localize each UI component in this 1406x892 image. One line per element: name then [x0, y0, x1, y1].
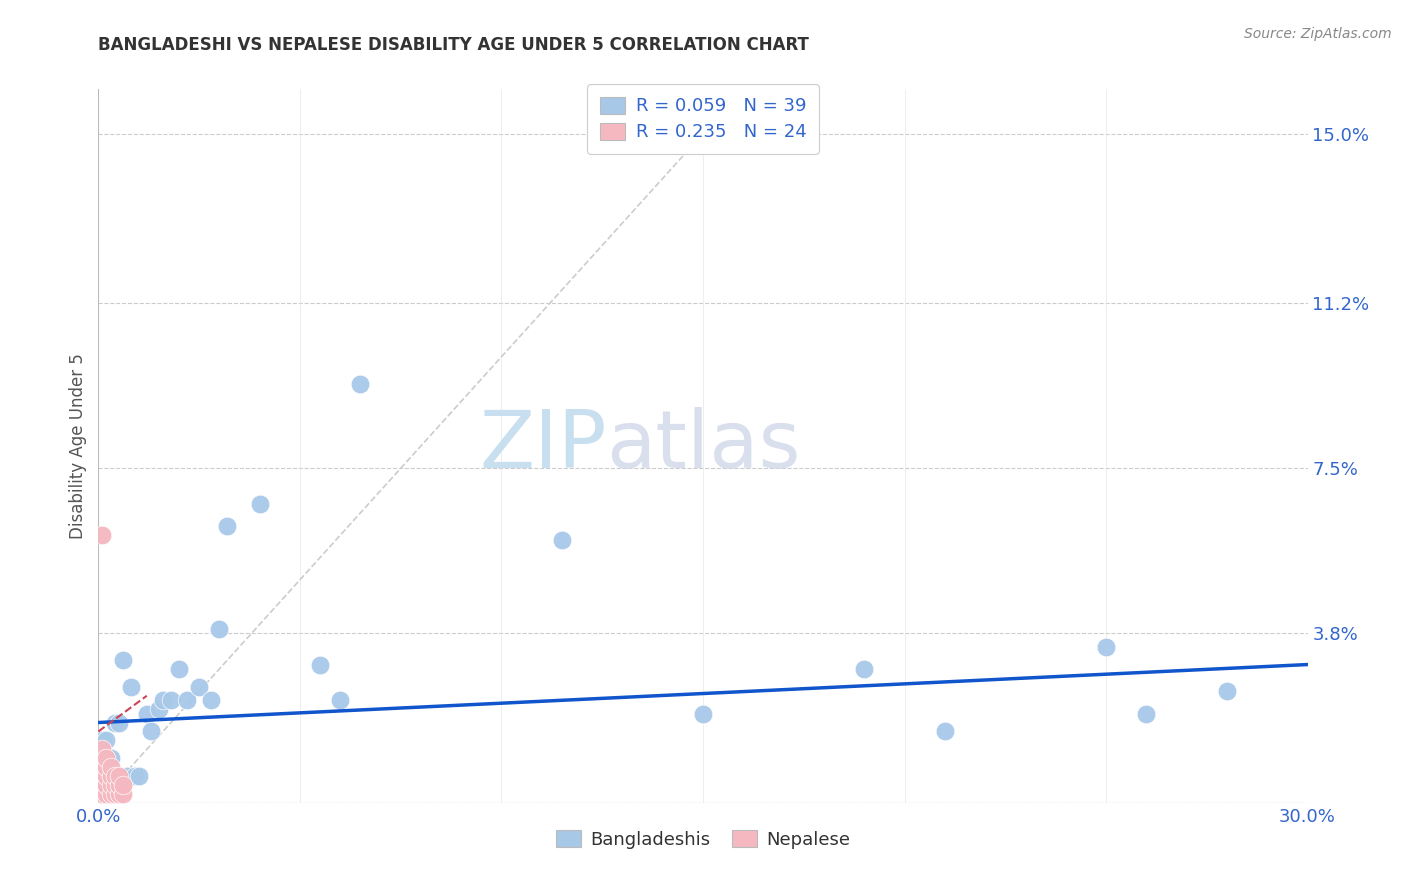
Point [139, 724, 162, 739]
Text: ZIP: ZIP [479, 407, 606, 485]
Point [152, 693, 174, 707]
Point [103, 715, 125, 730]
Point [148, 702, 170, 716]
Point [91, 528, 114, 542]
Y-axis label: Disability Age Under 5: Disability Age Under 5 [69, 353, 87, 539]
Point [349, 376, 371, 391]
Point [96, 751, 118, 765]
Point [103, 769, 125, 783]
Point [91, 742, 114, 756]
Point [100, 769, 122, 783]
Point [91, 751, 114, 765]
Point [120, 680, 142, 694]
Point [107, 715, 129, 730]
Point [96, 769, 118, 783]
Text: atlas: atlas [606, 407, 800, 485]
Point [91, 751, 114, 765]
Point [91, 769, 114, 783]
Point [128, 769, 150, 783]
Point [100, 769, 122, 783]
Point [111, 778, 134, 792]
Point [91, 760, 114, 774]
Point [111, 653, 134, 667]
Text: BANGLADESHI VS NEPALESE DISABILITY AGE UNDER 5 CORRELATION CHART: BANGLADESHI VS NEPALESE DISABILITY AGE U… [98, 36, 810, 54]
Point [551, 533, 574, 547]
Point [96, 787, 118, 801]
Point [107, 778, 129, 792]
Point [100, 760, 122, 774]
Point [692, 706, 714, 721]
Point [96, 751, 118, 765]
Point [107, 787, 129, 801]
Point [1095, 640, 1118, 654]
Point [115, 769, 138, 783]
Point [249, 497, 271, 511]
Point [309, 657, 332, 672]
Point [91, 778, 114, 792]
Point [176, 693, 198, 707]
Point [111, 787, 134, 801]
Point [107, 769, 129, 783]
Point [100, 787, 122, 801]
Point [1135, 706, 1157, 721]
Point [100, 751, 122, 765]
Point [160, 693, 183, 707]
Point [91, 733, 114, 747]
Point [853, 662, 876, 676]
Point [96, 778, 118, 792]
Point [217, 519, 239, 533]
Point [100, 778, 122, 792]
Point [1216, 684, 1239, 698]
Legend: Bangladeshis, Nepalese: Bangladeshis, Nepalese [547, 822, 859, 858]
Point [107, 769, 129, 783]
Point [96, 760, 118, 774]
Point [91, 769, 114, 783]
Point [103, 778, 125, 792]
Point [208, 622, 231, 636]
Point [200, 693, 222, 707]
Point [934, 724, 956, 739]
Point [188, 680, 211, 694]
Point [96, 769, 118, 783]
Point [329, 693, 352, 707]
Point [103, 769, 125, 783]
Point [96, 733, 118, 747]
Point [91, 787, 114, 801]
Point [135, 706, 157, 721]
Point [167, 662, 190, 676]
Point [124, 769, 146, 783]
Point [103, 787, 125, 801]
Text: Source: ZipAtlas.com: Source: ZipAtlas.com [1244, 27, 1392, 41]
